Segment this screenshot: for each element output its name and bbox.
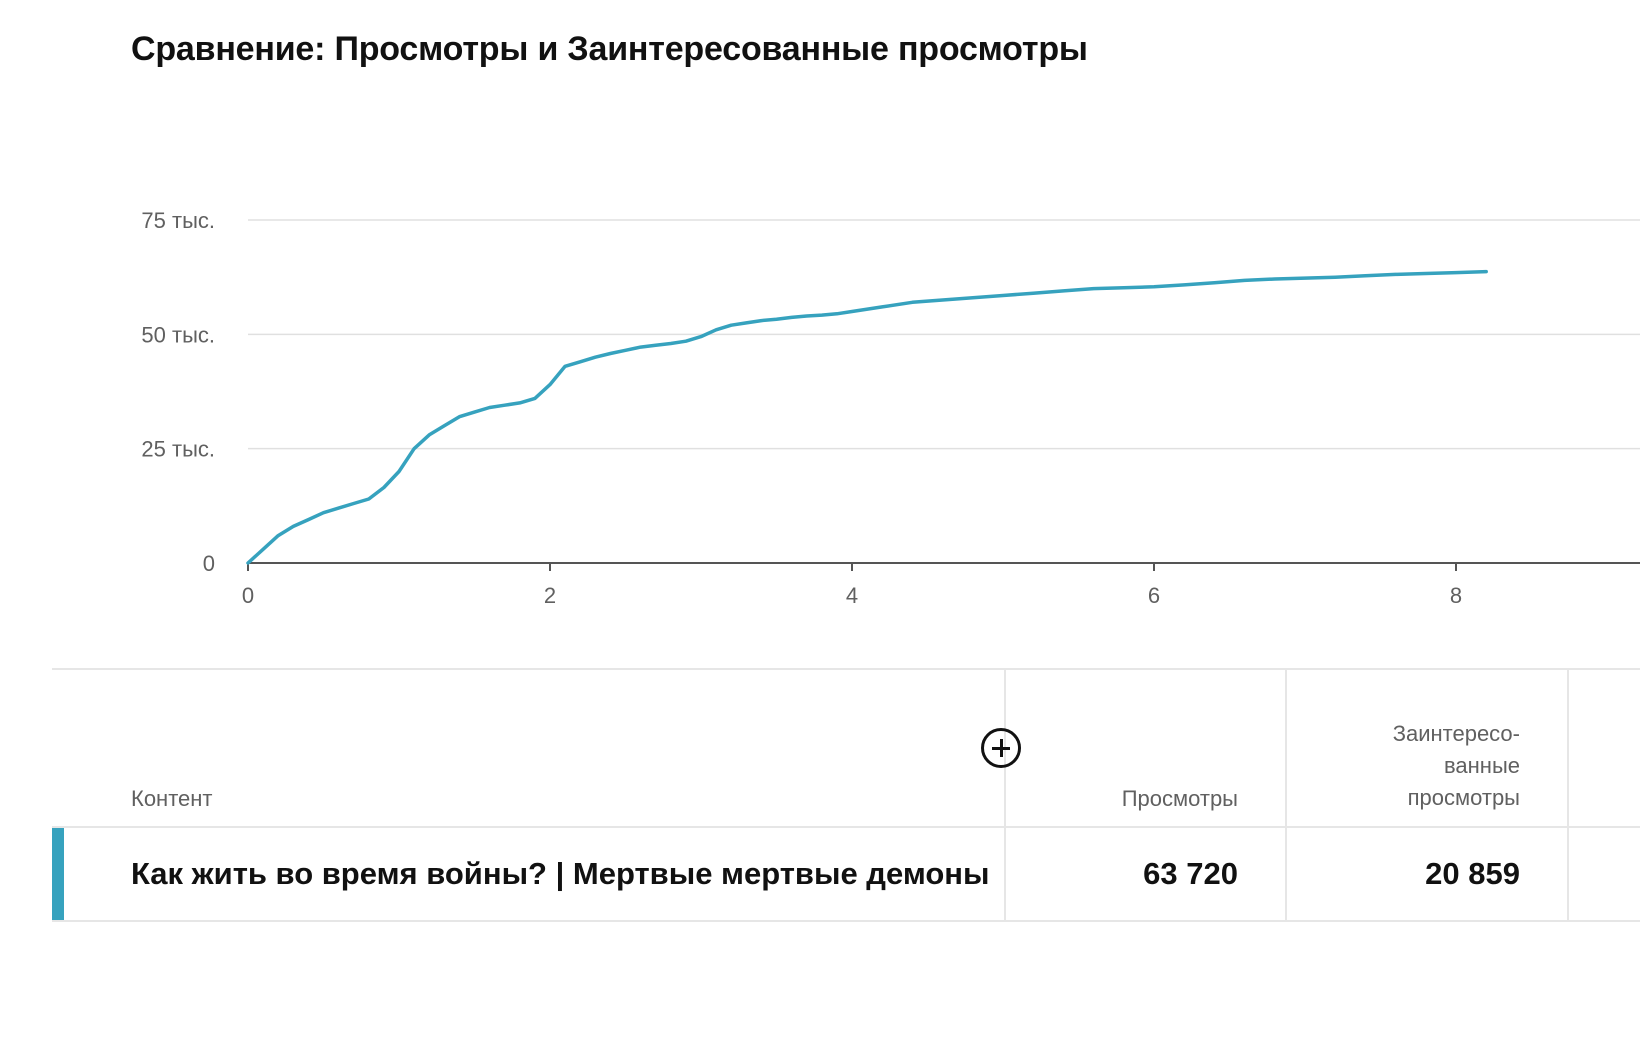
- series-line-views: [246, 269, 1488, 565]
- x-tick-label: 8: [1450, 583, 1462, 608]
- page-title: Сравнение: Просмотры и Заинтересованные …: [131, 30, 1088, 68]
- x-tick-label: 4: [846, 583, 858, 608]
- column-header-engaged-line3: просмотры: [1407, 785, 1520, 810]
- y-axis-ticks: 0 25 тыс. 50 тыс. 75 тыс.: [141, 208, 215, 576]
- column-header-engaged-line1: Заинтересо-: [1392, 721, 1520, 746]
- x-tick-label: 6: [1148, 583, 1160, 608]
- plus-circle-icon-stroke: [999, 739, 1003, 757]
- y-tick-label: 25 тыс.: [141, 437, 215, 462]
- row-color-indicator: [52, 828, 64, 920]
- table-bottom-border: [52, 920, 1640, 922]
- y-tick-label: 75 тыс.: [141, 208, 215, 233]
- column-divider: [1567, 670, 1569, 922]
- column-divider: [1004, 670, 1006, 922]
- x-tick-label: 2: [544, 583, 556, 608]
- column-header-engaged[interactable]: Заинтересо- ванные просмотры: [1320, 718, 1520, 814]
- x-tick-label: 0: [242, 583, 254, 608]
- column-divider: [1285, 670, 1287, 922]
- line-chart: 0 25 тыс. 50 тыс. 75 тыс. 0 2 4 6 8: [141, 208, 1640, 608]
- column-header-content[interactable]: Контент: [131, 786, 213, 811]
- x-axis-ticks: 0 2 4 6 8: [242, 563, 1462, 608]
- table-top-border: [52, 668, 1640, 670]
- column-header-engaged-line2: ванные: [1443, 753, 1520, 778]
- table-row-views: 63 720: [1143, 856, 1238, 891]
- y-tick-label: 50 тыс.: [141, 322, 215, 347]
- table-row-title[interactable]: Как жить во время войны? | Мертвые мертв…: [131, 856, 990, 891]
- add-metric-button[interactable]: [981, 728, 1021, 768]
- header-row-border: [52, 826, 1640, 828]
- column-header-views[interactable]: Просмотры: [1121, 786, 1238, 811]
- chart-grid: [248, 219, 1640, 564]
- y-tick-label: 0: [203, 551, 215, 576]
- table-row-engaged: 20 859: [1425, 856, 1520, 891]
